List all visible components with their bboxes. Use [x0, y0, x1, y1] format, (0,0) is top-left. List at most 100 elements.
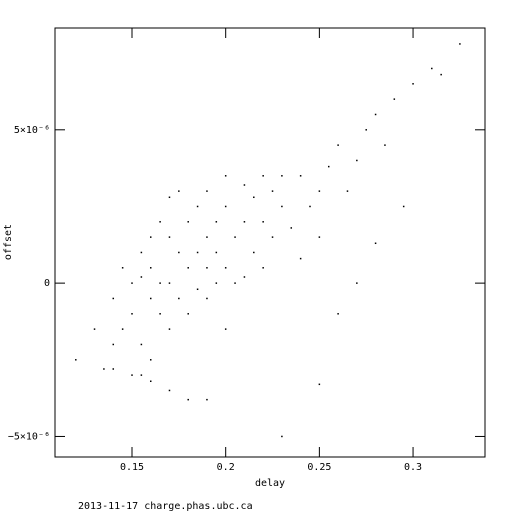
- point: [159, 282, 161, 284]
- point: [243, 276, 246, 278]
- point: [215, 221, 218, 223]
- x-axis-label: delay: [255, 478, 285, 489]
- point: [318, 383, 321, 386]
- point: [337, 144, 339, 146]
- point: [271, 190, 274, 192]
- point: [215, 251, 218, 254]
- point: [187, 221, 189, 223]
- point: [187, 313, 189, 315]
- point: [431, 67, 433, 70]
- point: [196, 288, 199, 291]
- x-tick-label: 0.15: [120, 462, 144, 473]
- point: [224, 267, 227, 269]
- point: [206, 267, 208, 269]
- point: [159, 221, 161, 223]
- point: [206, 398, 208, 401]
- point: [168, 236, 171, 238]
- point: [93, 328, 96, 330]
- point: [178, 297, 180, 300]
- y-tick-label: 0: [44, 278, 50, 289]
- point: [346, 190, 349, 192]
- point: [299, 175, 302, 177]
- point: [206, 236, 208, 238]
- point: [178, 251, 180, 254]
- point: [112, 297, 115, 300]
- point: [327, 165, 330, 168]
- point: [224, 205, 227, 208]
- point: [196, 205, 199, 208]
- point: [318, 236, 321, 238]
- point: [140, 343, 143, 346]
- point: [187, 267, 189, 269]
- point: [374, 242, 377, 245]
- point: [281, 175, 283, 177]
- x-tick-label: 0.25: [307, 462, 331, 473]
- y-tick-label: 5×10⁻⁶: [14, 125, 50, 136]
- point: [281, 205, 283, 208]
- point: [168, 196, 171, 199]
- point: [149, 236, 152, 238]
- point: [299, 257, 302, 260]
- point: [337, 313, 339, 315]
- point: [140, 251, 143, 254]
- point: [168, 282, 171, 284]
- point: [356, 282, 358, 284]
- point: [440, 73, 442, 76]
- point: [149, 267, 152, 269]
- point: [365, 129, 367, 131]
- point: [149, 380, 152, 383]
- plot-frame: [54, 27, 486, 458]
- y-tick-label: −5×10⁻⁶: [8, 431, 50, 442]
- point: [159, 313, 161, 315]
- point: [206, 190, 208, 192]
- point: [168, 328, 171, 330]
- point: [253, 196, 255, 199]
- point: [215, 282, 218, 284]
- point: [356, 159, 358, 162]
- point: [290, 227, 293, 229]
- x-tick-label: 0.3: [404, 462, 422, 473]
- point: [75, 359, 77, 361]
- point: [393, 98, 396, 100]
- point: [234, 236, 236, 238]
- point: [412, 83, 414, 85]
- point: [318, 190, 321, 192]
- point: [131, 374, 133, 376]
- point: [131, 313, 133, 315]
- point: [234, 282, 236, 284]
- point: [243, 184, 246, 186]
- footer: 2013-11-17 charge.phas.ubc.ca: [78, 501, 253, 512]
- point: [459, 43, 461, 45]
- point: [271, 236, 274, 238]
- point: [262, 267, 264, 269]
- point: [309, 205, 311, 208]
- point: [112, 343, 115, 346]
- point: [281, 435, 283, 438]
- point: [187, 398, 189, 401]
- point: [178, 190, 180, 192]
- point: [149, 297, 152, 300]
- y-axis-label: offset: [3, 224, 14, 260]
- point: [384, 144, 386, 146]
- point: [131, 282, 133, 284]
- point: [149, 359, 152, 361]
- point: [224, 175, 227, 177]
- point: [206, 297, 208, 300]
- point: [224, 328, 227, 330]
- point: [402, 205, 405, 208]
- point: [374, 113, 377, 116]
- point: [121, 267, 124, 269]
- point: [103, 368, 105, 370]
- point: [140, 374, 143, 376]
- point: [112, 368, 115, 370]
- point: [196, 251, 199, 254]
- point: [243, 221, 246, 223]
- point: [121, 328, 124, 330]
- point: [262, 221, 264, 223]
- x-tick-label: 0.2: [217, 462, 235, 473]
- point: [253, 251, 255, 254]
- point: [168, 389, 171, 392]
- point: [140, 276, 143, 278]
- point: [262, 175, 264, 177]
